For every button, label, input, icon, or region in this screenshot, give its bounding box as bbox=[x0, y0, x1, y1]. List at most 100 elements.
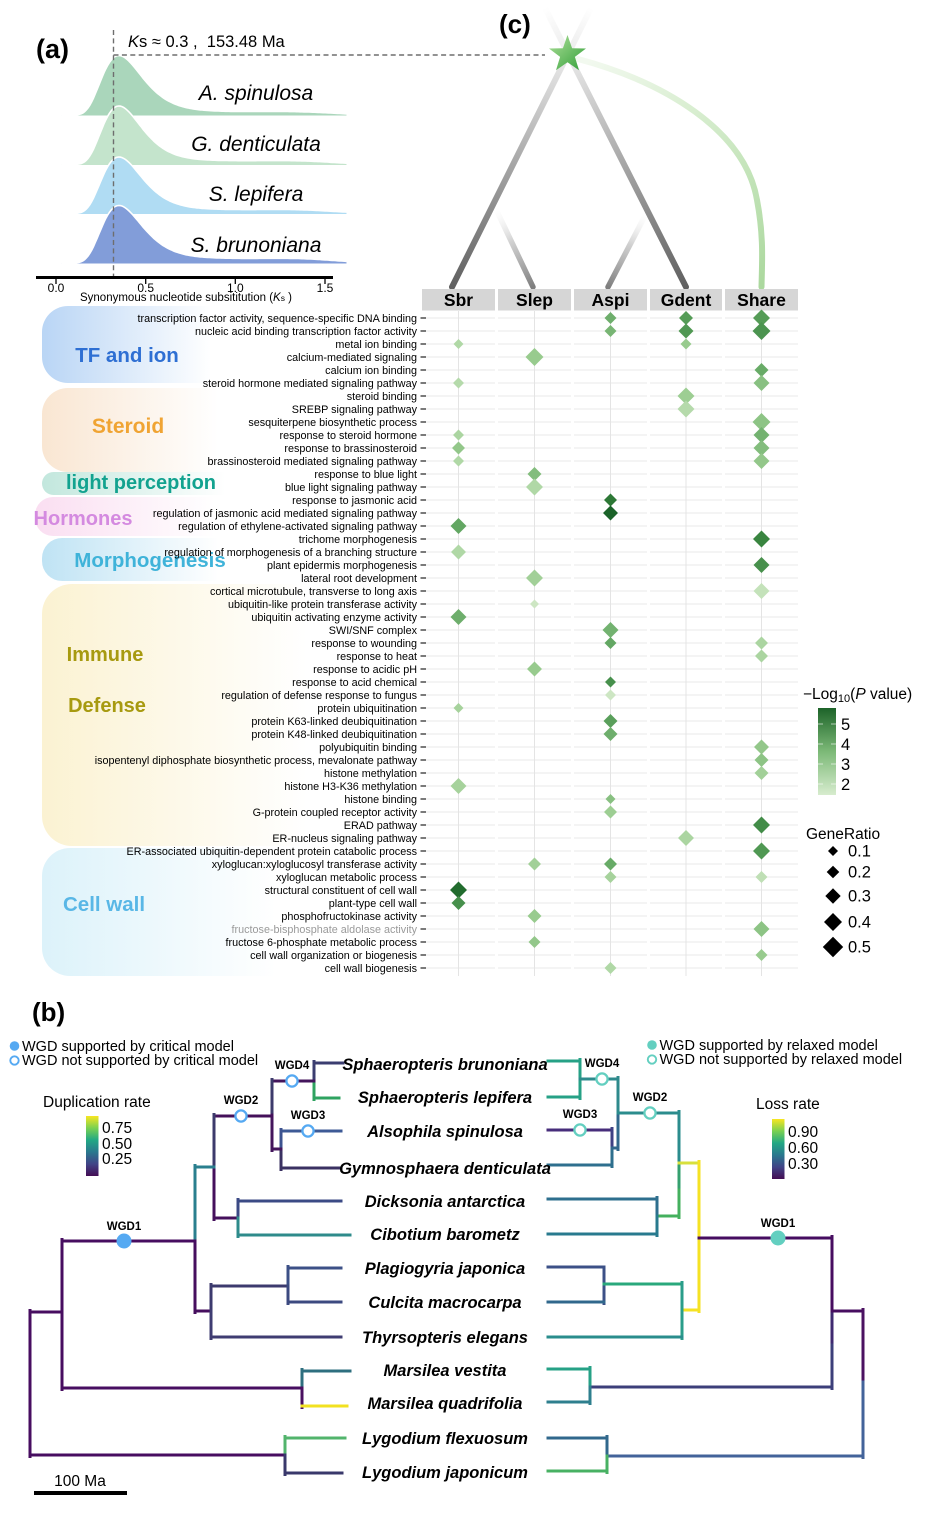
svg-text:5: 5 bbox=[841, 716, 850, 734]
svg-text:Thyrsopteris elegans: Thyrsopteris elegans bbox=[362, 1329, 528, 1347]
svg-text:WGD3: WGD3 bbox=[291, 1110, 326, 1122]
svg-text:WGD1: WGD1 bbox=[761, 1218, 796, 1230]
svg-text:histone binding: histone binding bbox=[344, 794, 417, 806]
svg-text:xyloglucan metabolic process: xyloglucan metabolic process bbox=[276, 872, 418, 884]
svg-text:(a): (a) bbox=[36, 34, 69, 64]
svg-text:isopentenyl diphosphate biosyn: isopentenyl diphosphate biosynthetic pro… bbox=[95, 755, 418, 767]
svg-text:Synonymous nucleotide subsitit: Synonymous nucleotide subsititution (Ks … bbox=[80, 292, 292, 304]
svg-text:0.50: 0.50 bbox=[102, 1136, 133, 1153]
svg-text:ubiquitin activating enzyme ac: ubiquitin activating enzyme activity bbox=[251, 612, 417, 624]
svg-text:calcium ion binding: calcium ion binding bbox=[325, 365, 417, 377]
svg-text:Share: Share bbox=[737, 290, 786, 310]
svg-text:brassinosteroid mediated signa: brassinosteroid mediated signaling pathw… bbox=[208, 456, 418, 468]
svg-text:ER-associated ubiquitin-depend: ER-associated ubiquitin-dependent protei… bbox=[127, 846, 418, 858]
svg-text:protein K48-linked deubiquitin: protein K48-linked deubiquitination bbox=[251, 729, 417, 741]
svg-text:WGD1: WGD1 bbox=[107, 1221, 142, 1233]
svg-text:S. brunoniana: S. brunoniana bbox=[191, 234, 322, 257]
svg-text:SREBP signaling pathway: SREBP signaling pathway bbox=[292, 404, 418, 416]
svg-text:0.90: 0.90 bbox=[788, 1124, 819, 1141]
svg-text:cortical microtubule, transver: cortical microtubule, transverse to long… bbox=[210, 586, 418, 598]
svg-text:(c): (c) bbox=[499, 9, 531, 39]
svg-text:calcium-mediated signaling: calcium-mediated signaling bbox=[287, 352, 417, 364]
svg-text:polyubiquitin binding: polyubiquitin binding bbox=[319, 742, 417, 754]
svg-text:Dicksonia antarctica: Dicksonia antarctica bbox=[365, 1193, 526, 1211]
svg-text:WGD4: WGD4 bbox=[275, 1060, 310, 1072]
svg-text:WGD supported by critical mode: WGD supported by critical model bbox=[22, 1039, 234, 1055]
svg-text:G. denticulata: G. denticulata bbox=[191, 133, 321, 156]
svg-text:xyloglucan:xyloglucosyl transf: xyloglucan:xyloglucosyl transferase acti… bbox=[212, 859, 418, 871]
svg-text:blue light signaling pathway: blue light signaling pathway bbox=[285, 482, 418, 494]
svg-text:Immune: Immune bbox=[67, 644, 144, 666]
svg-text:trichome morphogenesis: trichome morphogenesis bbox=[299, 534, 418, 546]
svg-text:Cell wall: Cell wall bbox=[63, 893, 145, 916]
svg-text:1.5: 1.5 bbox=[317, 281, 334, 295]
svg-text:Plagiogyria japonica: Plagiogyria japonica bbox=[365, 1260, 525, 1278]
svg-text:fructose 6-phosphate metabolic: fructose 6-phosphate metabolic process bbox=[226, 937, 418, 949]
svg-text:0.5: 0.5 bbox=[848, 939, 871, 957]
svg-text:Gymnosphaera denticulata: Gymnosphaera denticulata bbox=[339, 1160, 551, 1178]
svg-text:transcription factor activity,: transcription factor activity, sequence-… bbox=[138, 313, 417, 325]
svg-text:structural constituent of cell: structural constituent of cell wall bbox=[265, 885, 417, 897]
svg-text:TF and ion: TF and ion bbox=[75, 344, 179, 367]
svg-text:regulation of defense response: regulation of defense response to fungus bbox=[221, 690, 417, 702]
svg-text:fructose-bisphosphate aldolase: fructose-bisphosphate aldolase activity bbox=[232, 924, 418, 936]
svg-text:Lygodium flexuosum: Lygodium flexuosum bbox=[362, 1430, 528, 1448]
svg-text:WGD3: WGD3 bbox=[563, 1109, 598, 1121]
svg-text:steroid hormone mediated signa: steroid hormone mediated signaling pathw… bbox=[203, 378, 418, 390]
svg-text:WGD not supported by critical: WGD not supported by critical model bbox=[22, 1053, 258, 1069]
svg-text:3: 3 bbox=[841, 756, 850, 774]
svg-text:SWI/SNF complex: SWI/SNF complex bbox=[329, 625, 418, 637]
svg-text:metal ion binding: metal ion binding bbox=[335, 339, 417, 351]
svg-text:1.0: 1.0 bbox=[227, 281, 244, 295]
svg-text:histone H3-K36 methylation: histone H3-K36 methylation bbox=[284, 781, 417, 793]
svg-text:G-protein coupled receptor act: G-protein coupled receptor activity bbox=[253, 807, 418, 819]
svg-text:0.25: 0.25 bbox=[102, 1151, 132, 1168]
svg-text:Marsilea vestita: Marsilea vestita bbox=[384, 1362, 507, 1380]
svg-text:Sbr: Sbr bbox=[444, 290, 473, 310]
svg-text:response to acid chemical: response to acid chemical bbox=[292, 677, 417, 689]
svg-text:Steroid: Steroid bbox=[92, 415, 164, 438]
svg-text:WGD2: WGD2 bbox=[224, 1095, 259, 1107]
svg-text:plant-type cell wall: plant-type cell wall bbox=[329, 898, 417, 910]
svg-text:0.3: 0.3 bbox=[848, 888, 871, 906]
svg-text:ubiquitin-like protein transfe: ubiquitin-like protein transferase activ… bbox=[228, 599, 418, 611]
svg-text:WGD2: WGD2 bbox=[633, 1092, 668, 1104]
svg-text:Hormones: Hormones bbox=[34, 508, 133, 530]
svg-text:phosphofructokinase activity: phosphofructokinase activity bbox=[281, 911, 417, 923]
svg-text:Aspi: Aspi bbox=[592, 290, 630, 310]
svg-text:0.60: 0.60 bbox=[788, 1140, 819, 1157]
svg-text:0.2: 0.2 bbox=[848, 864, 871, 882]
svg-text:cell wall biogenesis: cell wall biogenesis bbox=[325, 963, 418, 975]
svg-text:response to acidic pH: response to acidic pH bbox=[313, 664, 417, 676]
svg-text:0.4: 0.4 bbox=[848, 914, 871, 932]
svg-text:Ks ≈ 0.3 , 153.48 Ma: Ks ≈ 0.3 , 153.48 Ma bbox=[128, 33, 286, 51]
svg-text:cell wall organization or biog: cell wall organization or biogenesis bbox=[250, 950, 417, 962]
svg-text:Marsilea quadrifolia: Marsilea quadrifolia bbox=[368, 1395, 523, 1413]
svg-text:100 Ma: 100 Ma bbox=[54, 1473, 106, 1490]
svg-text:ER-nucleus signaling pathway: ER-nucleus signaling pathway bbox=[272, 833, 417, 845]
svg-text:4: 4 bbox=[841, 736, 850, 754]
svg-text:Sphaeropteris lepifera: Sphaeropteris lepifera bbox=[358, 1089, 532, 1107]
svg-text:ERAD pathway: ERAD pathway bbox=[344, 820, 418, 832]
svg-text:Morphogenesis: Morphogenesis bbox=[74, 549, 226, 572]
svg-text:(b): (b) bbox=[32, 997, 65, 1027]
svg-text:Culcita macrocarpa: Culcita macrocarpa bbox=[368, 1294, 521, 1312]
svg-text:response to jasmonic acid: response to jasmonic acid bbox=[292, 495, 417, 507]
svg-text:lateral root development: lateral root development bbox=[301, 573, 417, 585]
svg-text:protein ubiquitination: protein ubiquitination bbox=[317, 703, 417, 715]
svg-text:S. lepifera: S. lepifera bbox=[209, 183, 304, 206]
svg-text:regulation of morphogenesis of: regulation of morphogenesis of a branchi… bbox=[164, 547, 417, 559]
svg-text:steroid binding: steroid binding bbox=[347, 391, 417, 403]
svg-text:Slep: Slep bbox=[516, 290, 553, 310]
svg-text:Sphaeropteris brunoniana: Sphaeropteris brunoniana bbox=[342, 1056, 547, 1074]
svg-text:0.30: 0.30 bbox=[788, 1156, 819, 1173]
svg-text:GeneRatio: GeneRatio bbox=[806, 826, 880, 843]
svg-text:response to heat: response to heat bbox=[337, 651, 417, 663]
svg-text:response to wounding: response to wounding bbox=[311, 638, 417, 650]
svg-text:−Log10(P value): −Log10(P value) bbox=[803, 686, 912, 705]
svg-text:Gdent: Gdent bbox=[661, 290, 712, 310]
svg-text:sesquiterpene biosynthetic pro: sesquiterpene biosynthetic process bbox=[248, 417, 417, 429]
svg-text:response to blue light: response to blue light bbox=[314, 469, 417, 481]
svg-text:Lygodium japonicum: Lygodium japonicum bbox=[362, 1464, 528, 1482]
svg-text:0.5: 0.5 bbox=[137, 281, 154, 295]
